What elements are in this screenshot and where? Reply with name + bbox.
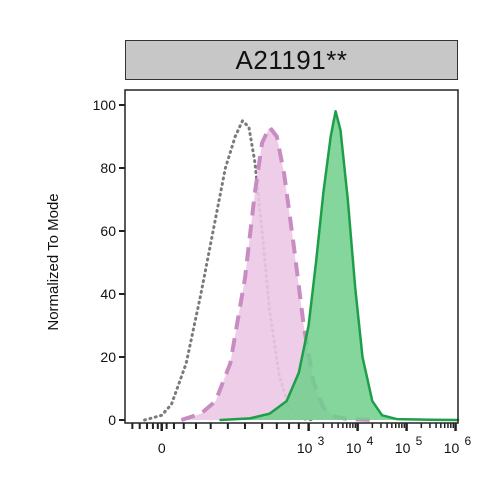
x-tick-exponent-4: 6 [465,434,472,448]
series-2-fill [220,111,458,421]
x-tick-label-2: 10 [346,440,362,456]
y-tick-label-40: 40 [100,286,116,302]
chart-title: A21191** [235,44,348,75]
x-tick-label-4: 10 [444,440,460,456]
y-axis-label: Normalized To Mode [45,193,62,330]
y-tick-label-100: 100 [93,97,117,113]
x-tick-exponent-3: 5 [416,434,423,448]
chart-title-box: A21191** [125,40,458,80]
x-tick-label-1: 10 [297,440,313,456]
x-tick-label-0: 0 [158,440,166,456]
x-axis: 0 10 3 10 4 10 5 10 6 [131,423,472,456]
series-layer [143,110,460,422]
series-2-line [219,110,460,422]
plot-frame [124,89,459,424]
x-tick-label-3: 10 [395,440,411,456]
y-tick-label-60: 60 [100,223,116,239]
y-tick-label-20: 20 [100,349,116,365]
y-tick-label-0: 0 [108,412,116,428]
x-tick-exponent-1: 3 [318,434,325,448]
series-1-fill [181,127,373,420]
y-axis: 0 20 40 60 80 100 [93,97,125,428]
y-tick-label-80: 80 [100,160,116,176]
x-tick-exponent-2: 4 [367,434,374,448]
series-1-line [180,125,373,422]
